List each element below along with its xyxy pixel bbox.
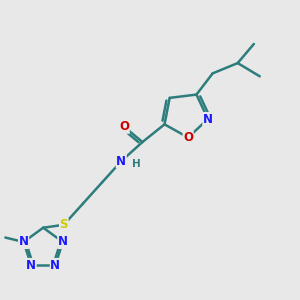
Text: N: N	[19, 236, 28, 248]
Text: O: O	[183, 131, 193, 144]
Text: S: S	[60, 218, 68, 231]
Text: N: N	[203, 112, 213, 125]
Text: N: N	[50, 259, 60, 272]
Text: N: N	[58, 236, 68, 248]
Text: H: H	[132, 159, 141, 169]
Text: N: N	[116, 155, 126, 168]
Text: N: N	[26, 259, 36, 272]
Text: O: O	[119, 120, 129, 133]
